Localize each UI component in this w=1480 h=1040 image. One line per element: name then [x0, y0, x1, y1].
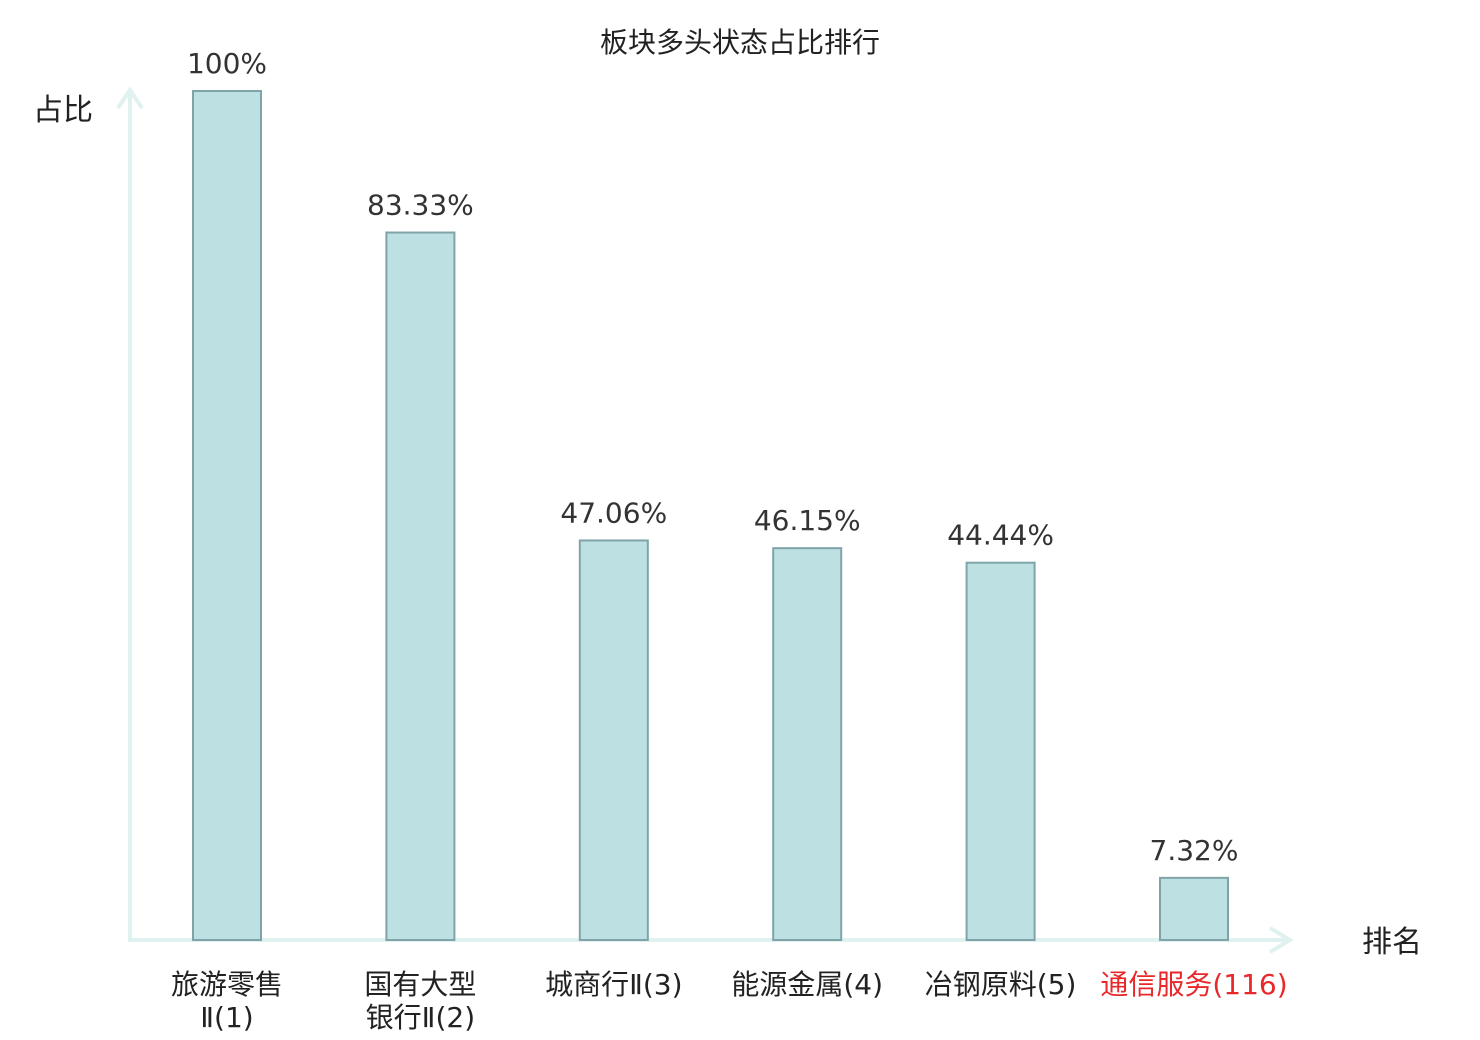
- value-label-5: 44.44%: [947, 519, 1054, 552]
- value-label-1: 100%: [187, 47, 267, 80]
- category-label-2-line-2: 银行Ⅱ(2): [366, 1001, 475, 1034]
- bar-3: [578, 539, 649, 941]
- bars-group: [192, 90, 1229, 942]
- chart-title: 板块多头状态占比排行: [600, 26, 880, 59]
- bar-4: [772, 547, 843, 942]
- bar-5: [965, 561, 1036, 941]
- value-label-4: 46.15%: [754, 504, 861, 537]
- value-label-3: 47.06%: [560, 496, 667, 529]
- y-axis-label: 占比: [33, 93, 93, 128]
- category-label-4: 能源金属(4): [731, 968, 883, 1001]
- category-label-6: 通信服务(116): [1100, 968, 1287, 1001]
- category-label-5: 冶钢原料(5): [925, 968, 1077, 1001]
- category-label-1-line-1: 旅游零售: [171, 968, 283, 1001]
- bar-1: [192, 90, 262, 941]
- category-label-2-line-1: 国有大型: [364, 968, 476, 1001]
- value-label-6: 7.32%: [1150, 834, 1239, 867]
- value-labels-group: 100% 83.33% 47.06% 46.15% 44.44% 7.32%: [187, 47, 1239, 867]
- category-label-1-line-2: Ⅱ(1): [200, 1001, 253, 1034]
- x-axis-label: 排名: [1362, 925, 1422, 960]
- value-label-2: 83.33%: [367, 189, 474, 222]
- y-axis: [116, 86, 144, 940]
- category-label-3: 城商行Ⅱ(3): [545, 968, 682, 1001]
- x-axis: [128, 926, 1294, 954]
- bar-6: [1159, 876, 1229, 942]
- bar-2: [385, 231, 456, 941]
